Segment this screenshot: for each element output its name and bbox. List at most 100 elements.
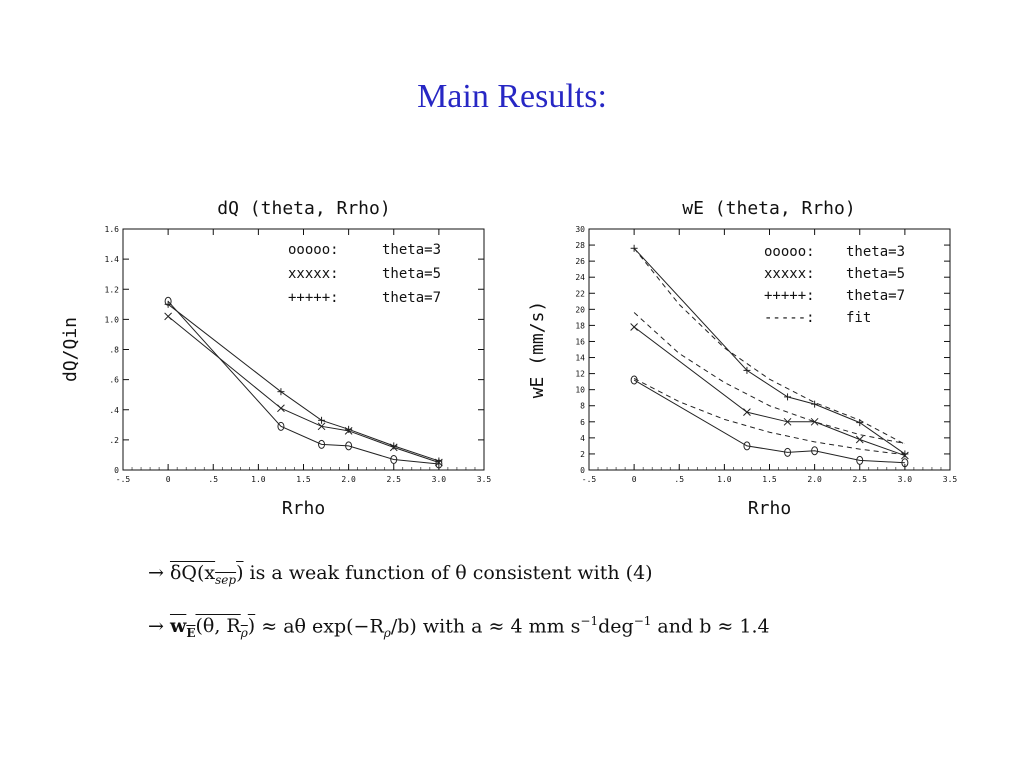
series-line-theta=3 <box>167 300 439 465</box>
y-tick-label: 12 <box>575 370 585 379</box>
point-plus <box>811 400 819 408</box>
chart-title: dQ (theta, Rrho) <box>217 198 390 219</box>
point-cross <box>855 435 864 444</box>
point-cross <box>783 417 792 426</box>
y-tick-label: 6 <box>580 418 585 427</box>
x-tick-label: .5 <box>674 475 684 484</box>
deg-text: deg <box>598 615 634 638</box>
x-tick-label: 2.0 <box>807 475 822 484</box>
series-line-fit <box>633 312 905 444</box>
point-cross <box>630 323 638 331</box>
term-sub: E <box>186 626 196 641</box>
y-tick-label: 30 <box>575 225 585 234</box>
point-plus <box>277 388 285 396</box>
legend-symbols: +++++: <box>764 288 815 304</box>
x-tick-label: 0 <box>166 475 171 484</box>
legend-symbols: -----: <box>764 310 815 326</box>
y-tick-label: 28 <box>575 241 585 250</box>
point-cross-stroke <box>743 408 751 417</box>
term-close: ) <box>236 562 244 584</box>
y-tick-label: 0 <box>114 466 119 475</box>
y-tick-label: 0 <box>580 466 585 475</box>
bullet-we: → wE(θ, Rρ) ≈ aθ exp(−Rρ/b) with a ≈ 4 m… <box>148 614 770 640</box>
series-line-theta=3 <box>633 379 905 464</box>
x-axis-label: Rrho <box>748 498 791 519</box>
legend-symbols: xxxxx: <box>288 266 339 282</box>
y-tick-label: 10 <box>575 386 585 395</box>
x-tick-label: 3.0 <box>898 475 913 484</box>
y-tick-label: 18 <box>575 321 585 330</box>
point-cross-stroke <box>810 417 819 426</box>
point-cross <box>317 422 326 431</box>
series-line-theta=7 <box>167 303 440 462</box>
y-tick-label: .2 <box>109 436 119 445</box>
point-circle <box>901 458 909 468</box>
term-args-sub: ρ <box>240 626 248 641</box>
point-cross <box>743 408 751 417</box>
point-plus <box>435 457 443 465</box>
y-tick-label: 20 <box>575 305 585 314</box>
point-plus <box>743 366 751 374</box>
x-tick-label: -.5 <box>116 475 131 484</box>
tail-text: and b ≈ 1.4 <box>651 615 770 638</box>
legend-symbols: ooooo: <box>764 244 815 260</box>
series-line-fit <box>633 377 905 456</box>
series-line-theta=5 <box>633 326 906 457</box>
y-axis-label: dQ/Qin <box>60 317 81 382</box>
y-tick-label: 1.4 <box>105 255 120 264</box>
y-tick-label: 1.0 <box>105 315 120 324</box>
series-line-fit <box>633 247 906 445</box>
y-tick-label: 26 <box>575 257 585 266</box>
legend-label: theta=5 <box>382 266 441 282</box>
y-tick-label: 1.6 <box>105 225 120 234</box>
point-plus <box>345 425 353 433</box>
y-tick-label: 2 <box>580 450 585 459</box>
x-tick-label: 1.0 <box>717 475 732 484</box>
term-args: (θ, R <box>195 615 241 638</box>
x-tick-label: 3.0 <box>432 475 447 484</box>
legend-label: theta=3 <box>382 242 441 258</box>
x-tick-label: 3.5 <box>943 475 958 484</box>
y-tick-label: 14 <box>575 354 585 363</box>
x-tick-label: 0 <box>632 475 637 484</box>
series-line-theta=5 <box>167 315 440 463</box>
point-plus <box>784 393 792 401</box>
x-tick-label: .5 <box>208 475 218 484</box>
term-main: δQ(x <box>169 562 216 584</box>
x-axis-label: Rrho <box>282 498 325 519</box>
chart-title: wE (theta, Rrho) <box>682 198 855 219</box>
bullet-overlined-term: δQ(xsep) <box>169 562 244 587</box>
exp-2: −1 <box>633 614 652 628</box>
legend-label: theta=7 <box>846 288 905 304</box>
point-circle <box>856 455 864 465</box>
legend-label: fit <box>846 310 871 326</box>
point-cross <box>277 404 285 413</box>
y-tick-label: 4 <box>580 434 585 443</box>
point-circle <box>277 421 285 431</box>
bullet-arrow: → <box>148 615 164 638</box>
point-cross <box>164 312 172 321</box>
point-plus <box>164 300 172 308</box>
point-circle <box>784 447 792 457</box>
point-plus <box>318 416 326 424</box>
point-cross <box>810 417 819 426</box>
term-sub: sep <box>215 572 237 587</box>
point-plus <box>901 450 909 458</box>
point-cross-stroke <box>783 417 792 426</box>
y-tick-label: .8 <box>109 346 119 355</box>
point-circle <box>743 441 751 451</box>
y-tick-label: 8 <box>580 402 585 411</box>
y-tick-label: 22 <box>575 289 585 298</box>
legend-symbols: +++++: <box>288 290 339 306</box>
legend-symbols: ooooo: <box>288 242 339 258</box>
legend-label: theta=3 <box>846 244 905 260</box>
x-tick-label: 3.5 <box>477 475 492 484</box>
y-tick-label: 16 <box>575 337 585 346</box>
point-circle <box>390 454 398 464</box>
x-tick-label: 2.0 <box>341 475 356 484</box>
slide-title: Main Results: <box>417 78 607 115</box>
y-tick-label: 1.2 <box>105 285 120 294</box>
x-tick-label: -.5 <box>582 475 597 484</box>
